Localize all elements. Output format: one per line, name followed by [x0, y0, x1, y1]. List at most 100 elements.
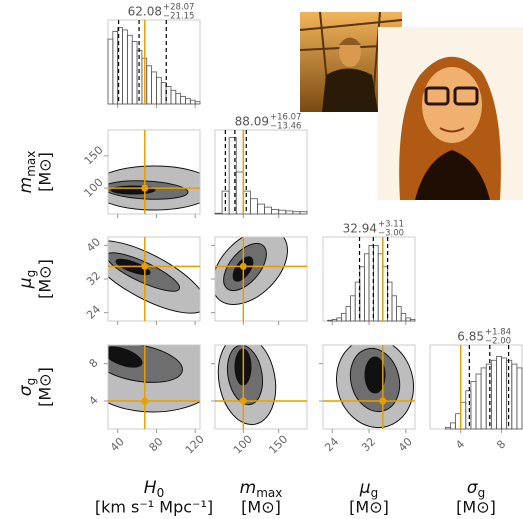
histogram-bar: [131, 40, 138, 105]
title-error-plus: +3.11: [378, 220, 404, 230]
histogram-bar: [340, 312, 347, 322]
y-axis-label: mmax[M⊙]: [16, 151, 55, 194]
x-axis-label-subscript: 0: [157, 486, 165, 500]
histogram-bar: [490, 359, 497, 430]
x-axis-label-unit: [M⊙]: [241, 498, 281, 517]
x-tick-label: 4: [453, 438, 467, 452]
title-error-plus: +1.84: [485, 328, 511, 338]
x-tick-label: 120: [183, 433, 207, 457]
x-axis-label-unit: [km s⁻¹ Mpc⁻¹]: [95, 498, 213, 517]
histogram-bar: [107, 38, 114, 105]
x-axis-label-symbol-text: H: [144, 478, 157, 498]
histogram-bar: [249, 198, 258, 215]
histogram-bar: [146, 65, 152, 105]
histogram-bar: [264, 206, 273, 215]
title-error-minus: −21.15: [163, 12, 194, 22]
y-axis-label-unit: [M⊙]: [36, 259, 55, 299]
histogram-bar: [363, 253, 370, 322]
x-axis-label-symbol-text: μ: [359, 478, 371, 498]
histogram-bar: [122, 29, 128, 105]
histogram-bar: [160, 82, 167, 105]
photo-woman: [378, 27, 523, 201]
x-tick-label: 80: [147, 435, 166, 454]
x-axis-label: μg[M⊙]: [349, 478, 389, 517]
histogram-bar: [444, 427, 451, 430]
x-axis-label-unit: [M⊙]: [349, 498, 389, 517]
histogram-bar: [359, 266, 365, 322]
panel-frame: [214, 344, 308, 430]
y-axis-label-symbol-text: μ: [16, 277, 36, 289]
truth-point: [379, 397, 387, 405]
x-axis-label-symbol: H0: [144, 478, 164, 500]
histogram-bar: [470, 381, 477, 430]
histogram-bar: [496, 356, 502, 430]
histogram-bar: [475, 373, 482, 430]
histogram-bar: [511, 363, 518, 430]
histogram-bar: [299, 211, 308, 215]
x-tick-label: 40: [396, 435, 415, 454]
y-axis-label-symbol-text: σ: [16, 384, 36, 396]
histogram-bar: [235, 171, 244, 215]
histogram-bar: [345, 306, 351, 322]
truth-point: [141, 262, 149, 270]
y-axis-label-symbol: mmax: [16, 151, 38, 194]
panel-frame: [107, 19, 201, 105]
panel-frame: [107, 344, 201, 430]
x-axis-label-symbol: mmax: [240, 478, 283, 500]
histogram-bar: [214, 212, 223, 215]
title-median: 32.94: [343, 222, 377, 236]
truth-point: [141, 184, 149, 192]
histogram-bar: [373, 244, 379, 322]
title-median: 88.09: [235, 115, 269, 129]
y-tick-label: 4: [87, 394, 101, 408]
histogram-bar: [185, 98, 191, 105]
y-axis-label: μg[M⊙]: [16, 259, 55, 299]
title-error-minus: −3.00: [378, 229, 404, 239]
x-axis-label-symbol: σg: [467, 478, 485, 500]
title-median: 6.85: [457, 330, 484, 344]
y-axis-label-subscript: g: [24, 270, 38, 278]
histogram-bar: [455, 413, 462, 430]
histogram-bar: [112, 31, 119, 105]
y-tick-label: 8: [87, 356, 101, 370]
contour-panel: [108, 345, 200, 413]
contour-panel: [108, 240, 200, 314]
panel-frame: [107, 129, 201, 215]
truth-point: [239, 262, 247, 270]
x-axis-label-subscript: g: [371, 486, 379, 500]
x-axis-label-subscript: max: [256, 486, 282, 500]
y-axis-label-unit: [M⊙]: [36, 152, 55, 192]
x-axis-label: σg[M⊙]: [456, 478, 496, 517]
histogram-bar: [465, 390, 472, 430]
histogram-bar: [292, 211, 301, 215]
histogram-bar: [189, 99, 196, 105]
histogram-bar: [516, 367, 523, 430]
truth-point: [239, 397, 247, 405]
y-tick-label: 40: [84, 236, 103, 255]
y-axis-label-unit: [M⊙]: [36, 367, 55, 407]
histogram-bar: [278, 209, 287, 215]
histogram-bar: [391, 295, 397, 322]
y-axis-label-symbol: μg: [16, 270, 38, 289]
truth-point: [141, 397, 149, 405]
histogram-bar: [327, 319, 333, 322]
x-axis-label-symbol-text: m: [240, 478, 257, 498]
histogram-bar: [396, 306, 402, 322]
x-axis-label-unit: [M⊙]: [456, 498, 496, 517]
histogram-bar: [194, 101, 201, 105]
y-tick-label: 32: [84, 269, 103, 288]
histogram-bar: [170, 89, 177, 105]
histogram-bar: [485, 363, 492, 430]
x-tick-label: 32: [359, 435, 378, 454]
x-tick-label: 24: [322, 435, 341, 454]
contour-panel: [335, 345, 415, 429]
x-axis-label-subscript: g: [478, 486, 486, 500]
histogram-bar: [175, 92, 182, 105]
histogram-bar: [480, 367, 487, 430]
y-axis-label-symbol: σg: [16, 378, 38, 396]
y-tick-label: 24: [84, 303, 103, 322]
histogram-bar: [400, 312, 407, 322]
x-tick-label: 150: [266, 433, 290, 457]
histogram-bar: [350, 295, 356, 322]
